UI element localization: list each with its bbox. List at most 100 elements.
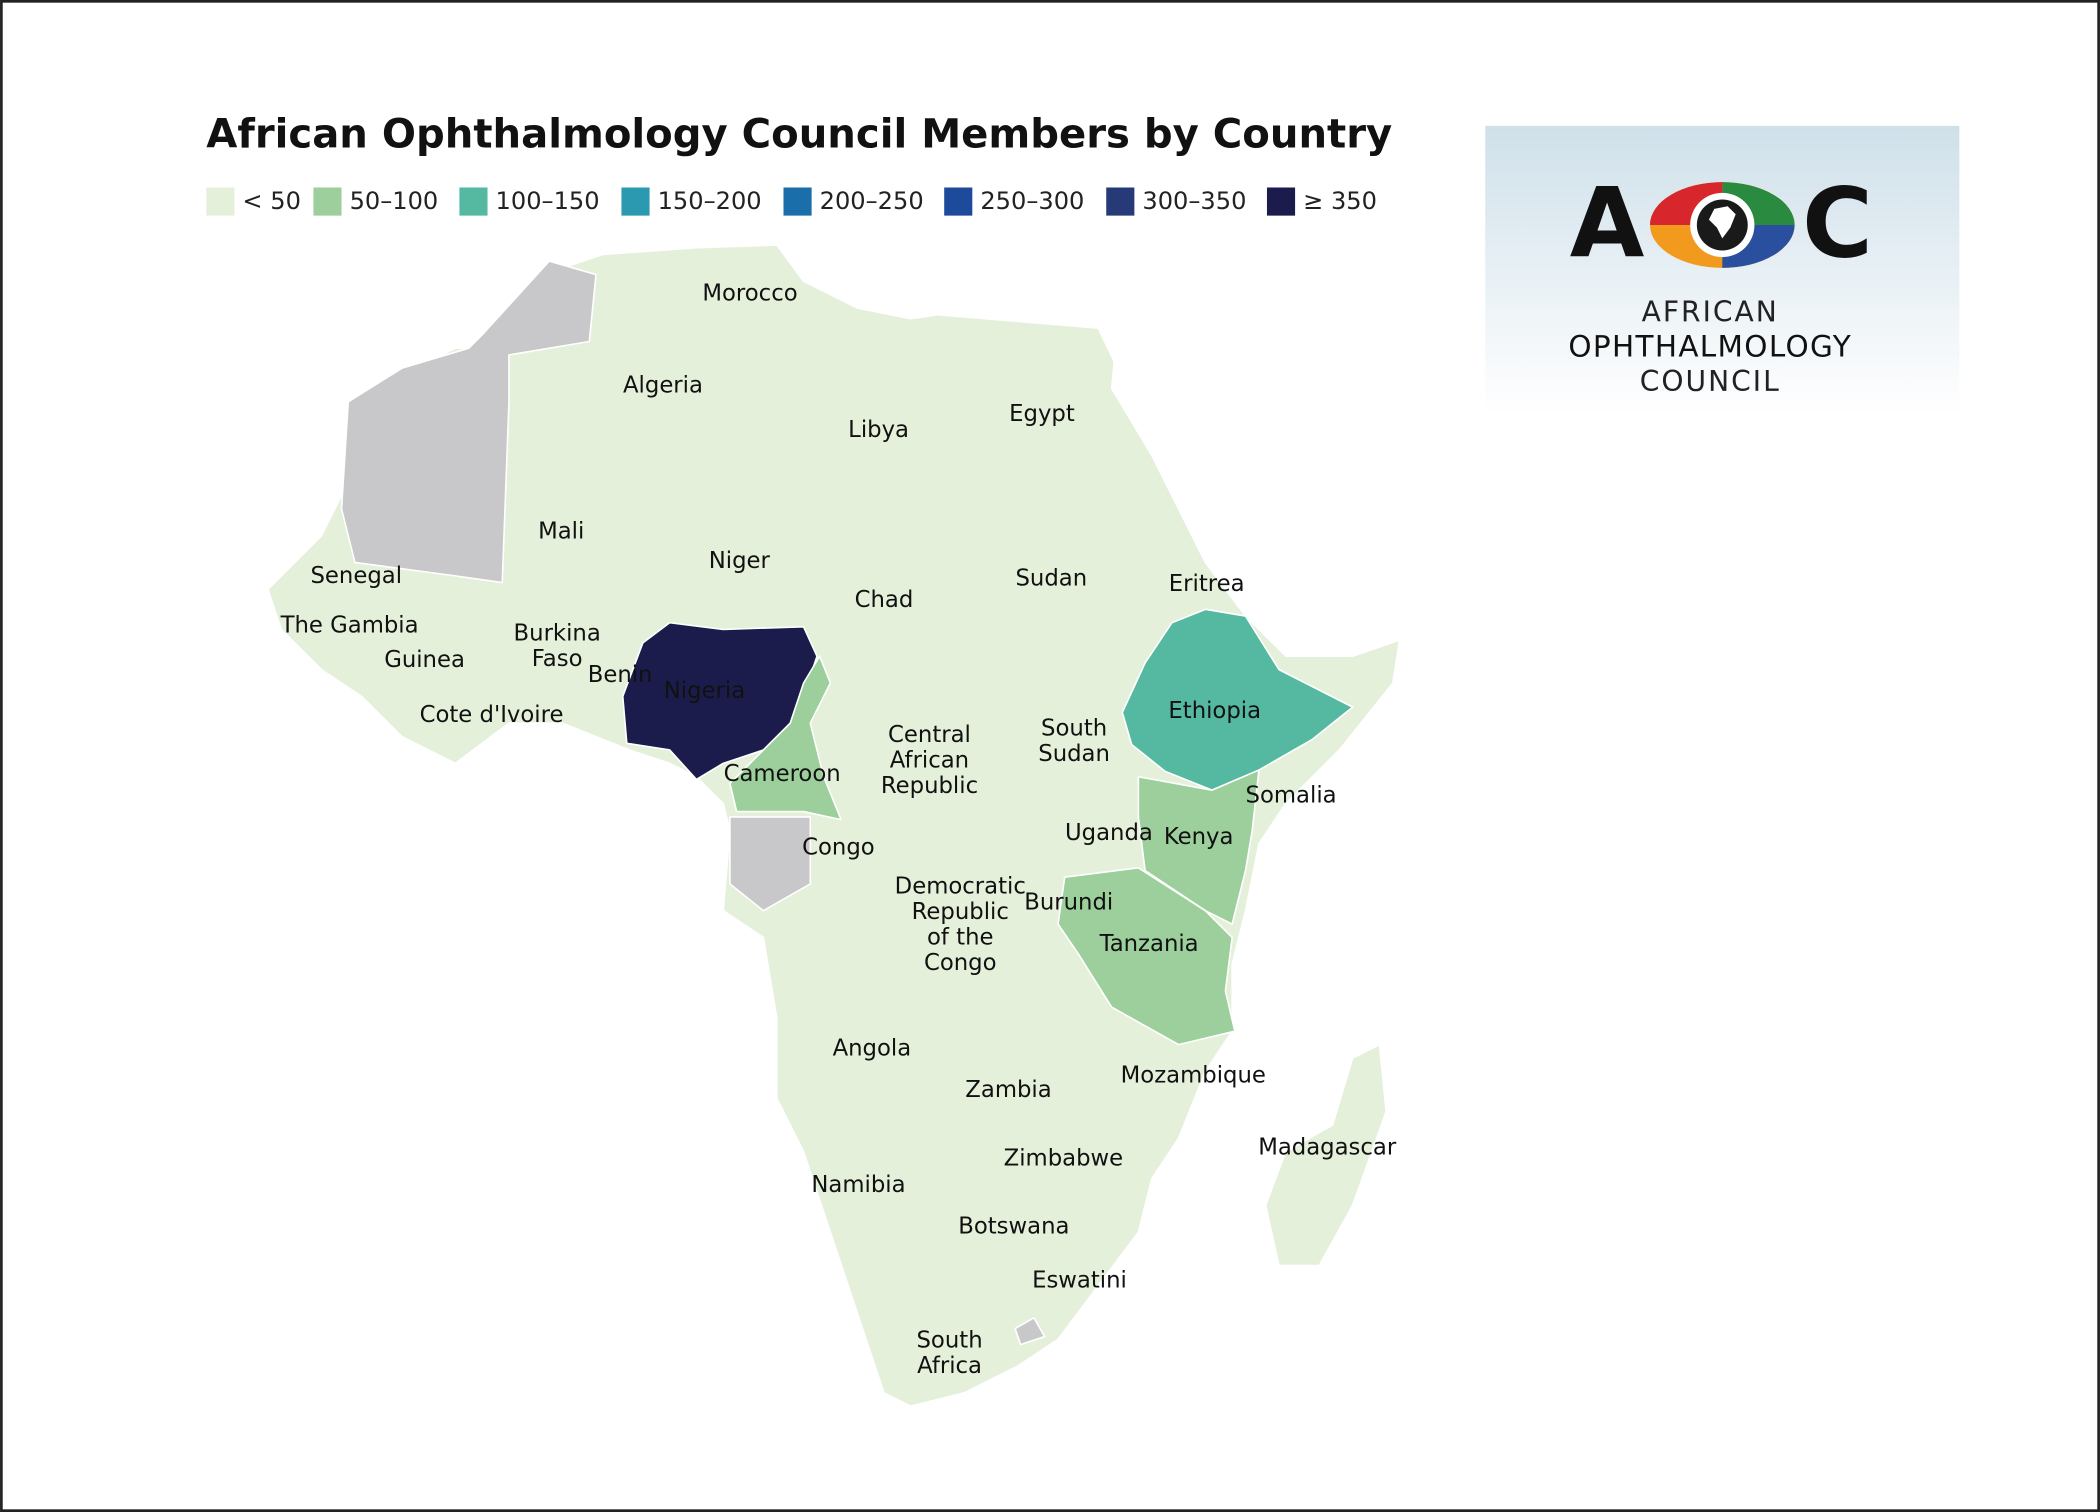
logo-background [1485, 125, 1960, 416]
legend-swatch [459, 187, 488, 216]
country-label-line: Kenya [1164, 824, 1234, 850]
country-label-line: Morocco [702, 280, 797, 306]
country-label-line: Somalia [1246, 782, 1337, 808]
legend-swatch [313, 187, 342, 216]
country-label: Botswana [958, 1213, 1069, 1239]
country-label: Mali [538, 518, 584, 544]
country-label-line: Senegal [310, 562, 402, 588]
legend-label: 200–250 [820, 187, 924, 215]
country-label: Kenya [1164, 824, 1234, 850]
country-label: Eritrea [1169, 570, 1245, 596]
map-title: African Ophthalmology Council Members by… [206, 112, 1392, 158]
country-label-line: Guinea [384, 647, 465, 673]
legend-label: < 50 [242, 187, 301, 215]
country-label-line: Eswatini [1032, 1267, 1127, 1293]
country-labels: Morocco Algeria Libya Egypt Mali Niger Senegal… [280, 280, 1397, 1379]
continent [267, 244, 1401, 1408]
country-label: Nigeria [664, 678, 745, 704]
country-label: Guinea [384, 647, 465, 673]
logo-eye [1649, 182, 1795, 268]
country-label-line: South [1041, 715, 1107, 741]
country-label: Burkina Faso [514, 620, 601, 671]
country-label-line: Democratic [895, 873, 1026, 899]
country-label-line: Tanzania [1099, 931, 1199, 957]
country-label: Tanzania [1099, 931, 1199, 957]
country-label-line: Madagascar [1258, 1134, 1397, 1160]
country-label: Sudan [1016, 565, 1088, 591]
country-label: Namibia [811, 1172, 905, 1198]
legend-label: 100–150 [496, 187, 600, 215]
country-label-line: African [890, 747, 969, 773]
country-label-line: Niger [709, 548, 771, 574]
logo-text: COUNCIL [1640, 365, 1781, 398]
country-label-line: Namibia [811, 1172, 905, 1198]
logo-text: AFRICAN [1642, 295, 1779, 328]
country-label: Senegal [310, 562, 402, 588]
country-label-line: Benin [588, 661, 653, 687]
country-label-line: Republic [881, 773, 978, 799]
legend-swatch [783, 187, 812, 216]
country-label-line: Sudan [1016, 565, 1088, 591]
country-label-line: South [916, 1327, 982, 1353]
country-label: Ethiopia [1168, 698, 1261, 724]
legend-swatch [206, 187, 235, 216]
logo-letter: C [1802, 168, 1873, 280]
country-label: Somalia [1246, 782, 1337, 808]
map-shapes [267, 244, 1401, 1408]
country-shape [1264, 1043, 1387, 1267]
country-label: Morocco [702, 280, 797, 306]
legend: < 50 50–100 100–150 150–200 200–250 250–300 30… [206, 187, 1377, 216]
country-label: Niger [709, 548, 771, 574]
legend-label: ≥ 350 [1303, 187, 1377, 215]
country-label: Central African Republic [881, 722, 978, 799]
country-label: Chad [855, 586, 914, 612]
logo: A C AFRICAN OPHTHALMOLOGY COUNCIL [1485, 125, 1960, 416]
country-label: Egypt [1009, 400, 1075, 426]
legend-swatch [1106, 187, 1135, 216]
country-label-line: Africa [917, 1353, 982, 1379]
country-label-line: Mozambique [1121, 1062, 1266, 1088]
country-label: Mozambique [1121, 1062, 1266, 1088]
country-label: Congo [802, 834, 875, 860]
country-label: Zambia [965, 1077, 1051, 1103]
country-label-line: Cameroon [724, 761, 841, 787]
country-label-line: Chad [855, 586, 914, 612]
no-data-region [729, 816, 812, 912]
country-label-line: Zambia [965, 1077, 1051, 1103]
country-label-line: Angola [833, 1035, 912, 1061]
country-label-line: The Gambia [280, 612, 419, 638]
country-label-line: Algeria [623, 372, 703, 398]
country-label-line: Republic [912, 899, 1009, 925]
legend-label: 50–100 [350, 187, 439, 215]
country-label-line: Zimbabwe [1004, 1145, 1124, 1171]
country-label-line: Central [888, 722, 971, 748]
country-label-line: Uganda [1065, 820, 1153, 846]
country-label: Eswatini [1032, 1267, 1127, 1293]
country-label-line: of the [927, 924, 994, 950]
legend-label: 150–200 [658, 187, 762, 215]
legend-label: 300–350 [1142, 187, 1246, 215]
legend-swatch [944, 187, 973, 216]
country-label: South Sudan [1038, 715, 1110, 766]
logo-letter: A [1570, 168, 1645, 280]
legend-label: 250–300 [980, 187, 1084, 215]
country-label-line: Cote d'Ivoire [420, 702, 564, 728]
country-label: Cote d'Ivoire [420, 702, 564, 728]
no-data-region [340, 260, 597, 584]
country-label-line: Nigeria [664, 678, 745, 704]
country-label-line: Faso [532, 645, 583, 671]
country-label-line: Libya [848, 416, 909, 442]
country-label-line: Sudan [1038, 740, 1110, 766]
country-label: Cameroon [724, 761, 841, 787]
country-label: Zimbabwe [1004, 1145, 1124, 1171]
country-label: Democratic Republic of the Congo [895, 873, 1026, 975]
country-shape [1057, 867, 1236, 1046]
country-label: South Africa [916, 1327, 982, 1378]
country-label-line: Congo [802, 834, 875, 860]
country-label-line: Mali [538, 518, 584, 544]
country-label-line: Burkina [514, 620, 601, 646]
country-label: Libya [848, 416, 909, 442]
country-label: The Gambia [280, 612, 419, 638]
